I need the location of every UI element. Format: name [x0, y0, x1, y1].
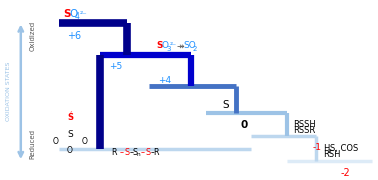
Text: Oxidized: Oxidized [29, 21, 35, 51]
Text: O: O [67, 146, 73, 155]
Text: 2: 2 [193, 46, 197, 52]
Text: RSSR: RSSR [293, 126, 315, 135]
Text: +5: +5 [108, 62, 122, 71]
Text: ↠: ↠ [177, 41, 184, 50]
Text: RSH: RSH [323, 150, 341, 159]
Text: Ś: Ś [67, 112, 73, 122]
Text: S: S [223, 100, 229, 110]
Text: -2: -2 [341, 168, 351, 178]
Text: ²⁻: ²⁻ [170, 41, 177, 50]
Text: Reduced: Reduced [29, 129, 35, 159]
Text: -1: -1 [312, 143, 321, 152]
Text: SO: SO [183, 41, 196, 50]
Text: RSSH: RSSH [293, 120, 316, 129]
Text: 3: 3 [167, 46, 171, 52]
Text: S: S [157, 41, 163, 50]
Text: S: S [145, 148, 150, 157]
Text: O: O [69, 9, 77, 19]
Text: R: R [112, 148, 117, 157]
Text: S: S [64, 9, 71, 19]
Text: 4: 4 [75, 12, 80, 21]
Text: O: O [53, 137, 59, 146]
Text: OXIDATION STATES: OXIDATION STATES [6, 62, 11, 122]
Text: –: – [120, 148, 124, 157]
Text: +6: +6 [67, 31, 81, 41]
Text: –: – [140, 148, 144, 157]
Text: n: n [137, 152, 141, 157]
Text: O: O [81, 137, 87, 146]
Text: H: H [323, 144, 330, 153]
Text: –R: –R [151, 148, 160, 157]
Text: S: S [124, 148, 130, 157]
Text: S: S [67, 130, 73, 139]
Text: +4: +4 [158, 76, 171, 85]
Text: –S: –S [130, 148, 139, 157]
Text: ²⁻: ²⁻ [79, 10, 87, 19]
Text: 2: 2 [327, 149, 332, 154]
Text: 0: 0 [240, 120, 248, 130]
Text: O: O [162, 41, 169, 50]
Text: S, COS: S, COS [330, 144, 358, 153]
